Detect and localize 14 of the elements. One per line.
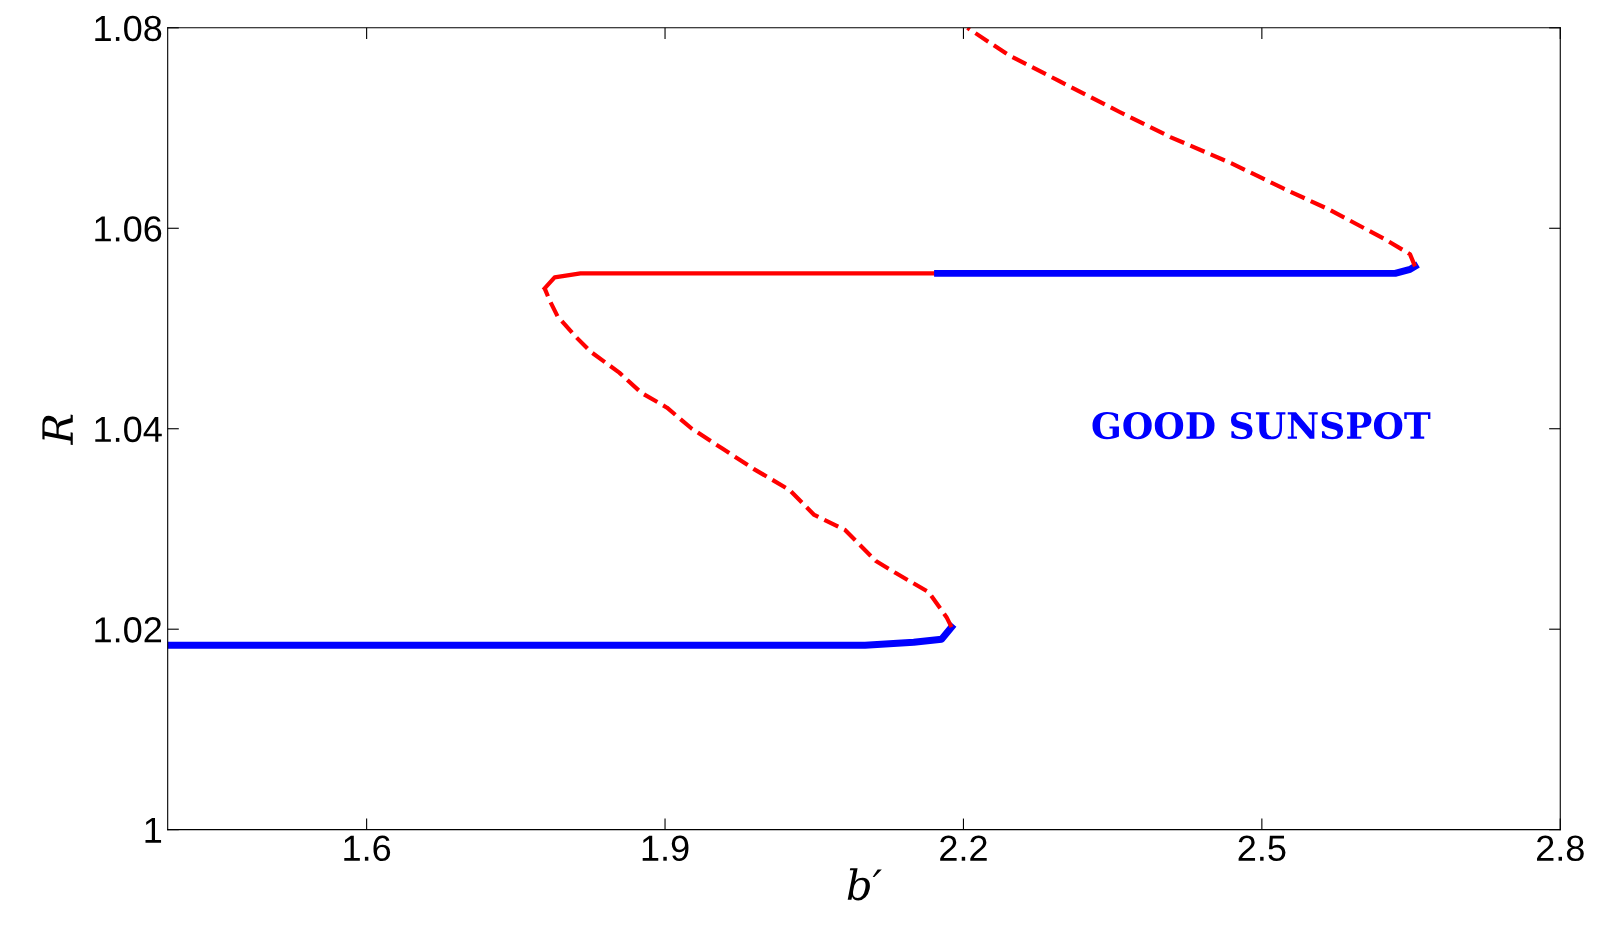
- x-axis-title: b′: [847, 868, 882, 901]
- y-tick-label: 1.06: [95, 216, 162, 242]
- y-tick-label: 1.02: [95, 617, 162, 643]
- x-tick-label: 2.2: [940, 835, 987, 861]
- annotation: GOOD SUNSPOT: [1092, 411, 1431, 440]
- x-tick-label: 2.5: [1238, 835, 1286, 862]
- y-tick-label: 1: [145, 817, 162, 843]
- x-tick-label: 2.8: [1536, 835, 1584, 862]
- y-tick-label: 1.04: [95, 416, 162, 443]
- x-tick-label: 1.6: [344, 835, 391, 862]
- x-tick-label: 1.9: [642, 835, 689, 862]
- y-axis-title: R: [42, 414, 73, 446]
- line-series: [965, 27, 1418, 269]
- y-tick-label: 1.08: [95, 15, 162, 42]
